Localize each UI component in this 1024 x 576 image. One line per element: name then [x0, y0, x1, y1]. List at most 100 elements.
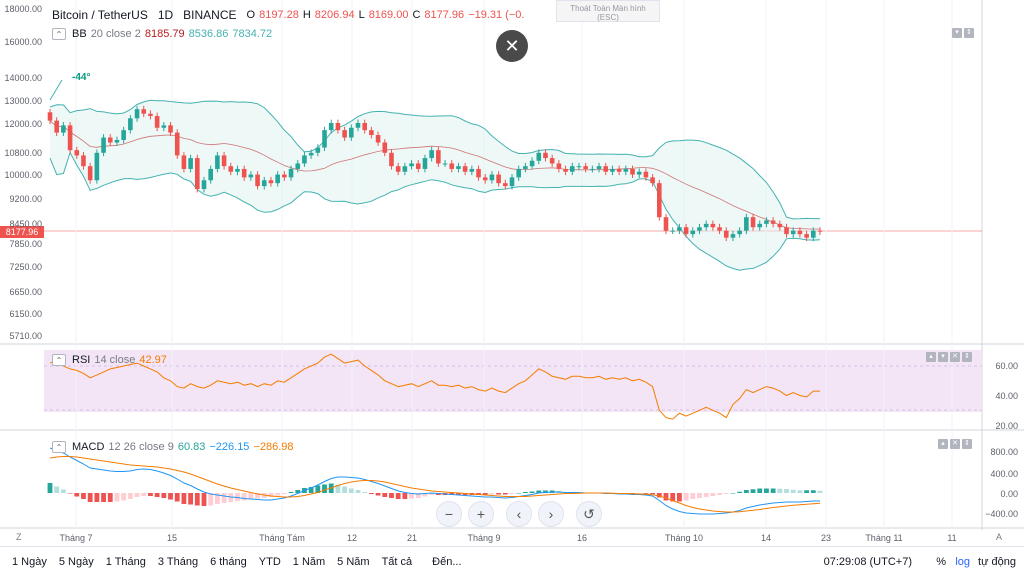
price-axis-label: 7250.00: [9, 262, 42, 272]
time-tick: 23: [820, 533, 832, 543]
candle-body: [436, 150, 441, 164]
candle: [804, 230, 809, 242]
macd-axis-label: 400.00: [990, 469, 1018, 479]
candle-body: [322, 130, 327, 148]
trendline-angle-label: -44°: [72, 72, 91, 83]
macd-histogram-bar: [449, 493, 455, 495]
symbol-name[interactable]: Bitcoin / TetherUS: [52, 8, 148, 22]
candle: [750, 213, 756, 231]
scroll-right-button[interactable]: ›: [538, 501, 564, 527]
candle: [362, 119, 367, 134]
price-scale-auto-button[interactable]: A: [996, 532, 1003, 542]
macd-histogram-bar: [375, 493, 381, 496]
candle: [817, 227, 823, 235]
time-tick: Tháng 7: [59, 533, 93, 543]
candle: [442, 160, 448, 167]
candle: [496, 171, 501, 187]
move-down-icon[interactable]: ▾: [938, 352, 948, 362]
candle-body: [536, 152, 542, 161]
range-ytd[interactable]: YTD: [258, 555, 281, 568]
rsi-name[interactable]: RSI: [72, 354, 91, 366]
candle: [215, 152, 220, 173]
candle: [409, 160, 414, 170]
chart-area[interactable]: Bitcoin / TetherUS 1D BINANCE O 8197.28 H…: [0, 0, 1024, 546]
reset-chart-button[interactable]: ↺: [576, 501, 602, 527]
candle: [523, 162, 528, 173]
candle-body: [282, 174, 287, 178]
candle-body: [195, 158, 200, 190]
time-axis[interactable]: Tháng 7 15 Tháng Tám 12 21 Tháng 9 16 Th…: [0, 530, 1024, 546]
interval[interactable]: 1D: [157, 8, 174, 22]
clock-timezone[interactable]: 07:29:08 (UTC+7): [823, 556, 912, 568]
candle: [469, 165, 475, 176]
candle-body: [128, 118, 133, 131]
candle-body: [650, 177, 655, 184]
macd-histogram-bar: [248, 493, 254, 500]
macd-histogram-bar: [656, 493, 662, 498]
macd-histogram-bar: [221, 493, 227, 503]
candle-body: [389, 152, 394, 167]
candle-body: [181, 155, 187, 169]
macd-histogram-bar: [322, 484, 327, 493]
range-all[interactable]: Tất cả: [381, 555, 413, 568]
zoom-in-button[interactable]: +: [468, 501, 494, 527]
goto-date-button[interactable]: Đến...: [432, 555, 462, 568]
range-6m[interactable]: 6 tháng: [210, 555, 247, 568]
candle-body: [261, 180, 267, 187]
candle-body: [409, 163, 414, 167]
macd-histogram-bar: [368, 493, 374, 494]
candle-body: [241, 168, 247, 178]
range-1y[interactable]: 1 Năm: [292, 555, 326, 568]
range-1d[interactable]: 1 Ngày: [12, 555, 47, 568]
candle: [315, 144, 321, 157]
log-scale-button[interactable]: log: [955, 556, 970, 568]
percent-scale-button[interactable]: %: [936, 556, 946, 568]
range-5y[interactable]: 5 Năm: [337, 555, 370, 568]
candle-body: [308, 152, 314, 156]
collapse-icon[interactable]: ⌃: [52, 441, 66, 453]
collapse-icon[interactable]: ⌃: [52, 28, 66, 40]
move-up-icon[interactable]: ▴: [938, 439, 948, 449]
range-5d[interactable]: 5 Ngày: [58, 555, 94, 568]
rsi-axis-label: 20.00: [995, 421, 1018, 431]
scroll-left-button[interactable]: ‹: [506, 501, 532, 527]
macd-histogram-bar: [757, 488, 763, 493]
candle: [349, 124, 354, 141]
macd-histogram-bar: [717, 493, 722, 495]
candle-body: [161, 125, 167, 128]
time-axis-left-button[interactable]: Z: [16, 532, 22, 542]
macd-histogram-bar: [348, 488, 354, 493]
close-icon[interactable]: ✕: [950, 439, 960, 449]
bb-name[interactable]: BB: [72, 28, 87, 40]
move-up-icon[interactable]: ▴: [926, 352, 936, 362]
macd-histogram-bar: [509, 493, 515, 494]
move-updown-icon[interactable]: ⇕: [962, 352, 972, 362]
macd-signal-line: [49, 456, 821, 513]
macd-histogram-bar: [670, 493, 676, 502]
range-1m[interactable]: 1 Tháng: [105, 555, 146, 568]
range-3m[interactable]: 3 Tháng: [157, 555, 199, 568]
candle: [456, 162, 461, 173]
close-fullscreen-button[interactable]: ✕: [496, 30, 528, 62]
candle-body: [335, 123, 341, 131]
candle-body: [503, 183, 508, 187]
chart-svg[interactable]: [0, 0, 1024, 546]
time-tick: Tháng 11: [865, 533, 903, 543]
move-updown-icon[interactable]: ⇕: [962, 439, 972, 449]
candle-body: [784, 227, 789, 235]
time-tick: 16: [576, 533, 588, 543]
candle-body: [101, 137, 106, 153]
candle-body: [623, 168, 629, 172]
macd-name[interactable]: MACD: [72, 441, 105, 453]
close-icon[interactable]: ✕: [950, 352, 960, 362]
move-updown-icon[interactable]: ⇕: [964, 28, 974, 38]
candle-body: [134, 109, 140, 119]
zoom-out-button[interactable]: −: [436, 501, 462, 527]
candle-body: [288, 168, 294, 178]
auto-scale-button[interactable]: tự động: [978, 556, 1016, 568]
candle-body: [369, 130, 374, 136]
macd-histogram-bar: [161, 493, 167, 498]
move-down-icon[interactable]: ▾: [952, 28, 962, 38]
collapse-icon[interactable]: ⌃: [52, 354, 66, 366]
candle-body: [583, 166, 588, 169]
